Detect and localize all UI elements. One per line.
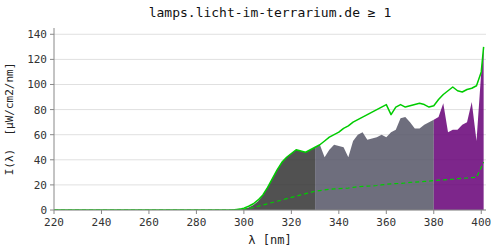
chart: 0204060801001201402202402602803003203403… [0, 0, 500, 250]
y-tick-label: 100 [27, 78, 47, 91]
x-tick [243, 210, 244, 214]
plot-area [54, 47, 484, 210]
x-tick [54, 210, 55, 214]
y-axis [54, 28, 55, 210]
line [54, 47, 484, 210]
grid-line [54, 59, 486, 60]
line [54, 162, 484, 210]
y-tick [50, 159, 54, 160]
x-tick-label: 360 [376, 216, 396, 229]
x-tick-label: 380 [424, 216, 444, 229]
x-tick [196, 210, 197, 214]
x-tick-label: 280 [186, 216, 206, 229]
y-tick [50, 59, 54, 60]
y-tick-label: 20 [34, 179, 47, 192]
x-tick [338, 210, 339, 214]
x-tick-label: 320 [281, 216, 301, 229]
grid-line [54, 109, 486, 110]
x-tick-label: 240 [92, 216, 112, 229]
grid-line [54, 210, 486, 211]
y-axis-label: I(λ) [μW/cm2/nm] [3, 63, 16, 176]
y-tick-label: 40 [34, 154, 47, 167]
grid-line [54, 34, 486, 35]
x-tick-label: 400 [471, 216, 491, 229]
spectrum-area [434, 47, 484, 210]
y-tick-label: 80 [34, 104, 47, 117]
x-tick-label: 300 [234, 216, 254, 229]
y-tick [50, 34, 54, 35]
x-tick [148, 210, 149, 214]
x-tick-label: 220 [44, 216, 64, 229]
y-grid [54, 34, 486, 210]
y-tick-label: 60 [34, 129, 47, 142]
y-tick-label: 140 [27, 28, 47, 41]
spectrum-area [315, 117, 434, 210]
y-tick [50, 210, 54, 211]
spectrum-area [232, 147, 315, 210]
y-tick [50, 84, 54, 85]
x-tick [101, 210, 102, 214]
x-tick [433, 210, 434, 214]
grid-line [54, 84, 486, 85]
title: lamps.licht-im-terrarium.de ≥ 1 [149, 5, 392, 20]
y-tick-label: 120 [27, 53, 47, 66]
y-tick [50, 184, 54, 185]
y-tick [50, 134, 54, 135]
x-tick [386, 210, 387, 214]
x-axis-label: λ [nm] [248, 233, 291, 247]
x-tick [291, 210, 292, 214]
x-axis [54, 210, 486, 211]
x-tick [481, 210, 482, 214]
y-tick [50, 109, 54, 110]
x-tick-label: 340 [329, 216, 349, 229]
x-tick-label: 260 [139, 216, 159, 229]
